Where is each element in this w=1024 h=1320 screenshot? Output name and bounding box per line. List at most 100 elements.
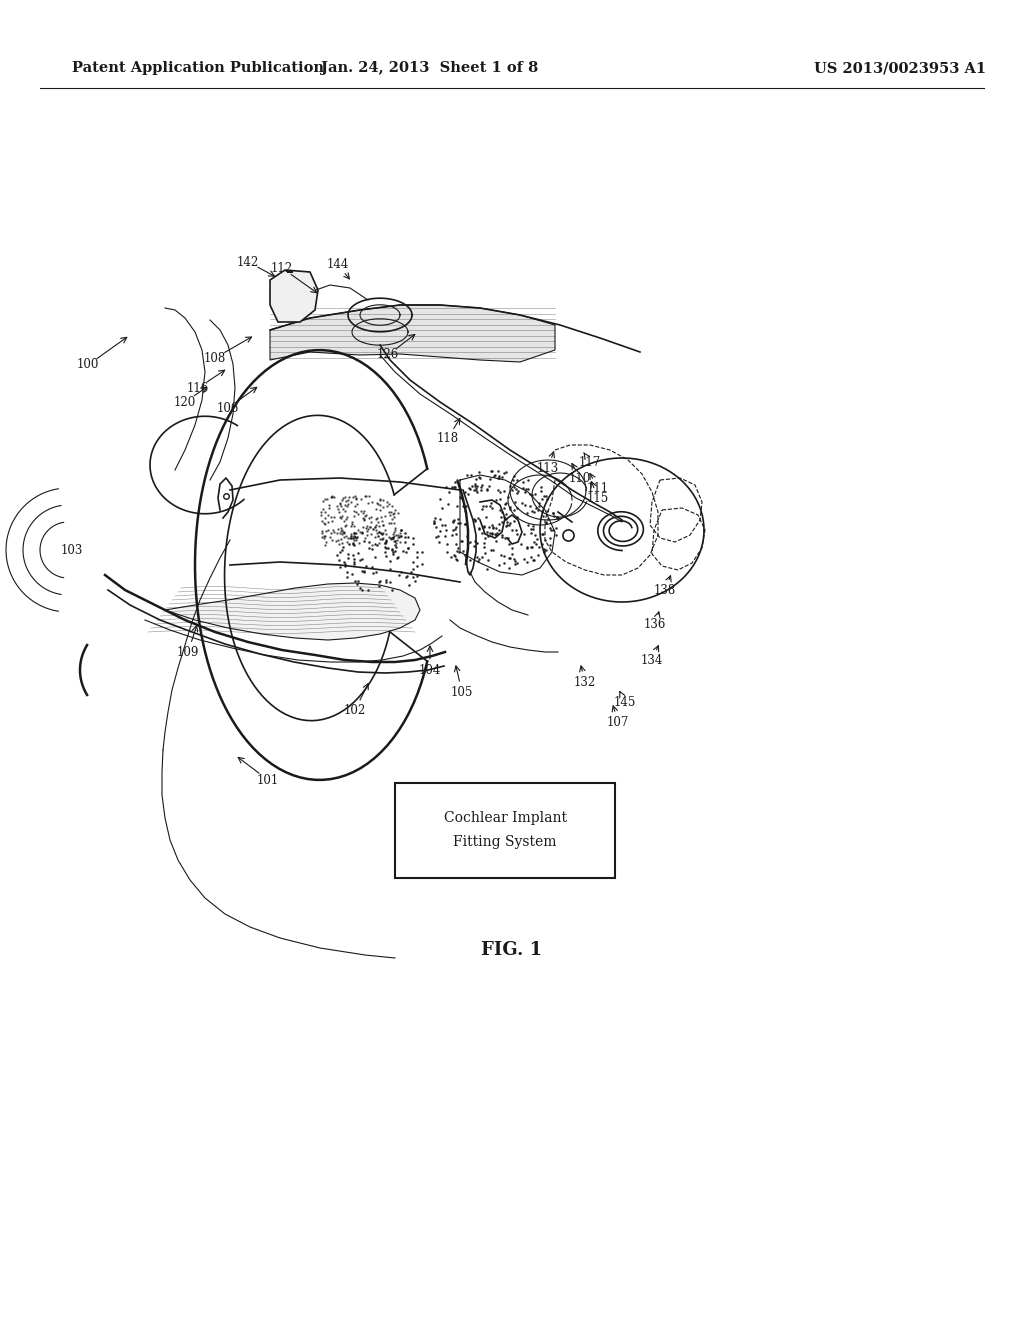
Point bbox=[336, 523, 352, 544]
Point bbox=[348, 527, 365, 548]
Point bbox=[426, 512, 442, 533]
Point bbox=[345, 533, 361, 554]
Point bbox=[462, 549, 478, 570]
Point bbox=[532, 480, 549, 502]
Point bbox=[525, 515, 542, 536]
Point bbox=[450, 512, 466, 533]
Point bbox=[409, 554, 425, 576]
Point bbox=[383, 528, 399, 549]
Point bbox=[492, 520, 508, 541]
Text: 132: 132 bbox=[573, 676, 596, 689]
Point bbox=[381, 512, 397, 533]
Point bbox=[316, 502, 333, 523]
Point bbox=[530, 544, 547, 565]
Point bbox=[506, 477, 522, 498]
Point bbox=[502, 548, 518, 569]
Point bbox=[414, 541, 430, 562]
Point bbox=[550, 508, 566, 529]
Point bbox=[385, 503, 401, 524]
Point bbox=[351, 577, 368, 598]
Point bbox=[331, 549, 347, 570]
Point bbox=[365, 491, 381, 512]
Point bbox=[510, 480, 526, 502]
Point bbox=[385, 541, 401, 562]
Point bbox=[542, 535, 558, 556]
Point bbox=[331, 502, 347, 523]
Point bbox=[393, 525, 410, 546]
Point bbox=[399, 527, 416, 548]
Point bbox=[492, 482, 508, 503]
Point bbox=[537, 529, 553, 550]
Point bbox=[497, 507, 513, 528]
Point bbox=[348, 573, 365, 594]
Point bbox=[468, 479, 484, 500]
Point bbox=[387, 499, 403, 520]
Point bbox=[467, 475, 483, 496]
Point bbox=[380, 494, 396, 515]
Point bbox=[478, 558, 495, 579]
Point bbox=[338, 491, 354, 512]
Point bbox=[326, 521, 342, 543]
Point bbox=[369, 499, 385, 520]
Point bbox=[440, 494, 457, 515]
Point bbox=[546, 506, 562, 527]
FancyBboxPatch shape bbox=[395, 783, 615, 878]
Point bbox=[337, 508, 353, 529]
Point bbox=[508, 520, 524, 541]
Point bbox=[335, 487, 351, 508]
Point bbox=[378, 539, 394, 560]
Polygon shape bbox=[270, 305, 555, 362]
Point bbox=[334, 506, 350, 527]
Point bbox=[414, 553, 430, 574]
Point bbox=[321, 494, 337, 515]
Point bbox=[509, 482, 525, 503]
Point bbox=[534, 533, 550, 554]
Text: 112: 112 bbox=[271, 261, 293, 275]
Point bbox=[497, 494, 513, 515]
Point bbox=[384, 540, 400, 561]
Point bbox=[505, 470, 521, 491]
Text: 145: 145 bbox=[613, 696, 636, 709]
Point bbox=[487, 465, 504, 486]
Point bbox=[434, 515, 451, 536]
Point bbox=[451, 508, 467, 529]
Point bbox=[490, 461, 507, 482]
Point bbox=[341, 533, 357, 554]
Text: 144: 144 bbox=[327, 259, 349, 272]
Point bbox=[326, 507, 342, 528]
Point bbox=[476, 528, 493, 549]
Point bbox=[475, 517, 492, 539]
Point bbox=[332, 557, 348, 578]
Point bbox=[367, 527, 383, 548]
Point bbox=[369, 492, 385, 513]
Point bbox=[520, 515, 537, 536]
Point bbox=[525, 532, 542, 553]
Point bbox=[313, 527, 330, 548]
Text: 118: 118 bbox=[437, 432, 459, 445]
Point bbox=[324, 529, 340, 550]
Point bbox=[468, 482, 484, 503]
Point bbox=[467, 531, 483, 552]
Point bbox=[332, 494, 348, 515]
Point bbox=[447, 471, 464, 492]
Point bbox=[330, 499, 346, 520]
Point bbox=[494, 545, 510, 566]
Point bbox=[324, 510, 340, 531]
Point bbox=[344, 511, 360, 532]
Point bbox=[528, 533, 545, 554]
Point bbox=[375, 515, 391, 536]
Point bbox=[504, 543, 520, 564]
Point bbox=[348, 502, 365, 523]
Point bbox=[462, 479, 478, 500]
Point bbox=[378, 531, 394, 552]
Point bbox=[407, 570, 423, 591]
Point bbox=[524, 549, 541, 570]
Point bbox=[338, 515, 354, 536]
Point bbox=[463, 465, 479, 486]
Point bbox=[397, 527, 414, 548]
Point bbox=[353, 579, 370, 601]
Point bbox=[343, 564, 359, 585]
Point bbox=[457, 500, 473, 521]
Point bbox=[447, 533, 464, 554]
Point bbox=[509, 524, 525, 545]
